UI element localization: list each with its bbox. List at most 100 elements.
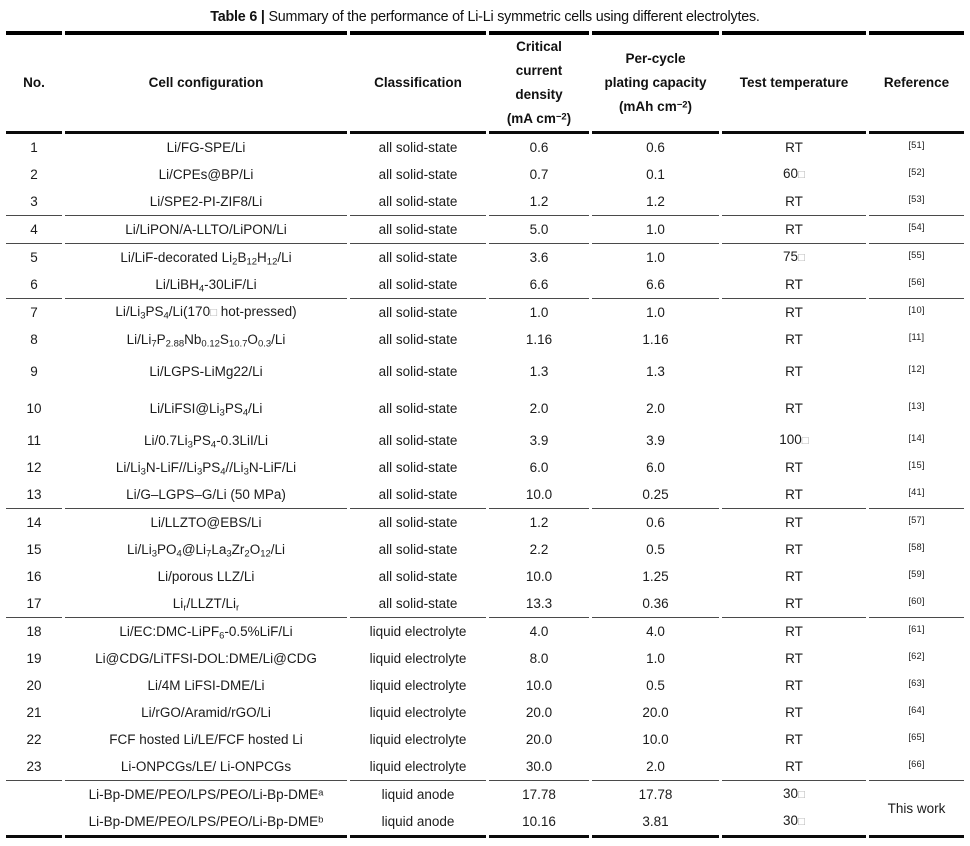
cell-cls: all solid-state <box>378 433 458 448</box>
cell-ccd: 3.9 <box>529 433 549 448</box>
cell-temp: RT <box>785 140 803 155</box>
cell-config: Li/LGPS-LiMg22/Li <box>149 364 263 379</box>
cell-cls: liquid electrolyte <box>350 617 486 645</box>
cell-config: Li-Bp-DME/PEO/LPS/PEO/Li-Bp-DMEb <box>65 808 347 838</box>
cell-cls: liquid electrolyte <box>369 759 467 774</box>
missing-glyph-box: □ <box>798 816 805 828</box>
cell-cap: 2.0 <box>646 759 665 774</box>
cell-config: Li/rGO/Aramid/rGO/Li <box>141 705 271 720</box>
cell-ccd: 5.0 <box>489 215 589 243</box>
cell-cap: 6.6 <box>646 277 665 292</box>
citation-number: [14] <box>908 432 925 443</box>
citation-number: [58] <box>908 541 925 552</box>
cell-no: 2 <box>30 167 38 182</box>
cell-ccd: 10.0 <box>525 569 553 584</box>
cell-cap: 1.0 <box>592 243 719 271</box>
cell-no: 4 <box>6 215 62 243</box>
cell-ref: [12] <box>869 353 964 390</box>
cell-cap: 0.6 <box>646 140 665 155</box>
cell-no: 7 <box>6 298 62 326</box>
cell-ccd: 1.3 <box>529 364 549 379</box>
cell-cls: all solid-state <box>378 167 458 182</box>
cell-no: 15 <box>26 542 42 557</box>
cell-no: 6 <box>30 277 38 292</box>
table-row: 4 Li/LiPON/A-LLTO/LiPON/Li all solid-state… <box>6 215 964 243</box>
citation-number: [62] <box>908 650 925 661</box>
cell-ccd: 6.6 <box>529 277 549 292</box>
cell-config: Li/Li3N-LiF//Li3PS4//Li3N-LiF/Li <box>115 460 297 478</box>
cell-cls: all solid-state <box>350 215 486 243</box>
cell-no: 19 <box>26 651 42 666</box>
column-header-temp: Test temperature <box>722 31 866 134</box>
cell-config: Li@CDG/LiTFSI-DOL:DME/Li@CDG <box>95 651 317 666</box>
cell-ref: [14] <box>869 427 964 454</box>
cell-config: Li/FG-SPE/Li <box>166 140 246 155</box>
cell-temp: RT <box>785 364 803 379</box>
cell-no: 12 <box>26 460 42 475</box>
cell-cls: liquid electrolyte <box>369 732 467 747</box>
cell-ccd: 1.2 <box>489 508 589 536</box>
cell-temp: RT <box>785 569 803 584</box>
table-row: 10 Li/LiFSI@Li3PS4/Li all solid-state 2.0 2.… <box>6 390 964 427</box>
citation-number: [59] <box>908 568 925 579</box>
cell-temp: RT <box>785 487 803 502</box>
cell-cls: all solid-state <box>378 569 458 584</box>
citation-number: [13] <box>908 400 925 411</box>
cell-config: Li/LLZTO@EBS/Li <box>65 508 347 536</box>
cell-temp: RT <box>785 732 803 747</box>
cell-ccd: 1.0 <box>489 298 589 326</box>
cell-config: Li/LiPON/A-LLTO/LiPON/Li <box>65 215 347 243</box>
table-row: 3 Li/SPE2-PI-ZIF8/Li all solid-state 1.2 1.2… <box>6 188 964 215</box>
table-row: 11 Li/0.7Li3PS4-0.3LiI/Li all solid-state 3… <box>6 427 964 454</box>
cell-temp: RT <box>722 215 866 243</box>
cell-temp: RT <box>722 508 866 536</box>
cell-ref: [62] <box>869 645 964 672</box>
cell-temp: RT <box>785 460 803 475</box>
cell-ccd: 10.16 <box>489 808 589 838</box>
column-header-no: No. <box>6 31 62 134</box>
cell-config: Li/0.7Li3PS4-0.3LiI/Li <box>144 433 268 451</box>
table-row: 7 Li/Li3PS4/Li(170□ hot-pressed) all solid… <box>6 298 964 326</box>
cell-cap: 1.0 <box>646 651 665 666</box>
cell-ref: [15] <box>869 454 964 481</box>
citation-number: [10] <box>908 304 925 315</box>
citation-number: [15] <box>908 459 925 470</box>
table-row: 15 Li/Li3PO4@Li7La3Zr2O12/Li all solid-sta… <box>6 536 964 563</box>
cell-no: 13 <box>26 487 42 502</box>
cell-temp: RT <box>722 298 866 326</box>
cell-config: Li/EC:DMC-LiPF6-0.5%LiF/Li <box>65 617 347 645</box>
cell-config: Li/Li7P2.88Nb0.12S10.7O0.3/Li <box>126 332 286 350</box>
table-body: 1 Li/FG-SPE/Li all solid-state 0.6 0.6 RT [51]… <box>6 134 964 838</box>
cell-ref: [63] <box>869 672 964 699</box>
cell-no: 8 <box>30 332 38 347</box>
cell-cap: 1.16 <box>642 332 669 347</box>
cell-cls: liquid electrolyte <box>369 678 467 693</box>
missing-glyph-box: □ <box>798 789 805 801</box>
table-row: 21 Li/rGO/Aramid/rGO/Li liquid electrolyte… <box>6 699 964 726</box>
cell-cap: 20.0 <box>642 705 669 720</box>
cell-temp: RT <box>785 401 803 416</box>
cell-ccd: 0.7 <box>529 167 549 182</box>
citation-number: [60] <box>908 595 925 606</box>
missing-glyph-box: □ <box>801 435 809 447</box>
cell-ccd: 3.6 <box>489 243 589 271</box>
cell-cls: all solid-state <box>350 508 486 536</box>
cell-ccd: 10.0 <box>525 487 553 502</box>
cell-config: Li/Li3PO4@Li7La3Zr2O12/Li <box>126 542 286 560</box>
cell-ccd: 2.2 <box>529 542 549 557</box>
cell-cap: 0.36 <box>642 596 669 611</box>
cell-cap: 1.0 <box>592 298 719 326</box>
cell-ref: [66] <box>869 753 964 780</box>
citation-number: [57] <box>908 514 925 525</box>
cell-ccd: 13.3 <box>525 596 553 611</box>
cell-ref: [10] <box>869 298 964 326</box>
cell-ref: [41] <box>869 481 964 508</box>
citation-number: [64] <box>908 704 925 715</box>
cell-ccd: 4.0 <box>489 617 589 645</box>
citation-number: [52] <box>908 166 925 177</box>
cell-config: FCF hosted Li/LE/FCF hosted Li <box>109 732 303 747</box>
cell-ccd: 20.0 <box>525 705 553 720</box>
cell-temp: RT <box>785 651 803 666</box>
column-header-ref: Reference <box>869 31 964 134</box>
